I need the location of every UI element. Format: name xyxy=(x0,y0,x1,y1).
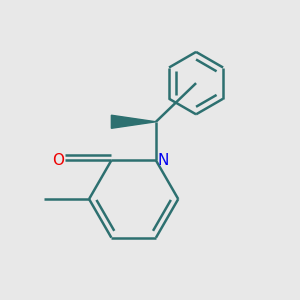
Text: O: O xyxy=(52,153,64,168)
Polygon shape xyxy=(111,115,156,128)
Text: N: N xyxy=(158,153,169,168)
